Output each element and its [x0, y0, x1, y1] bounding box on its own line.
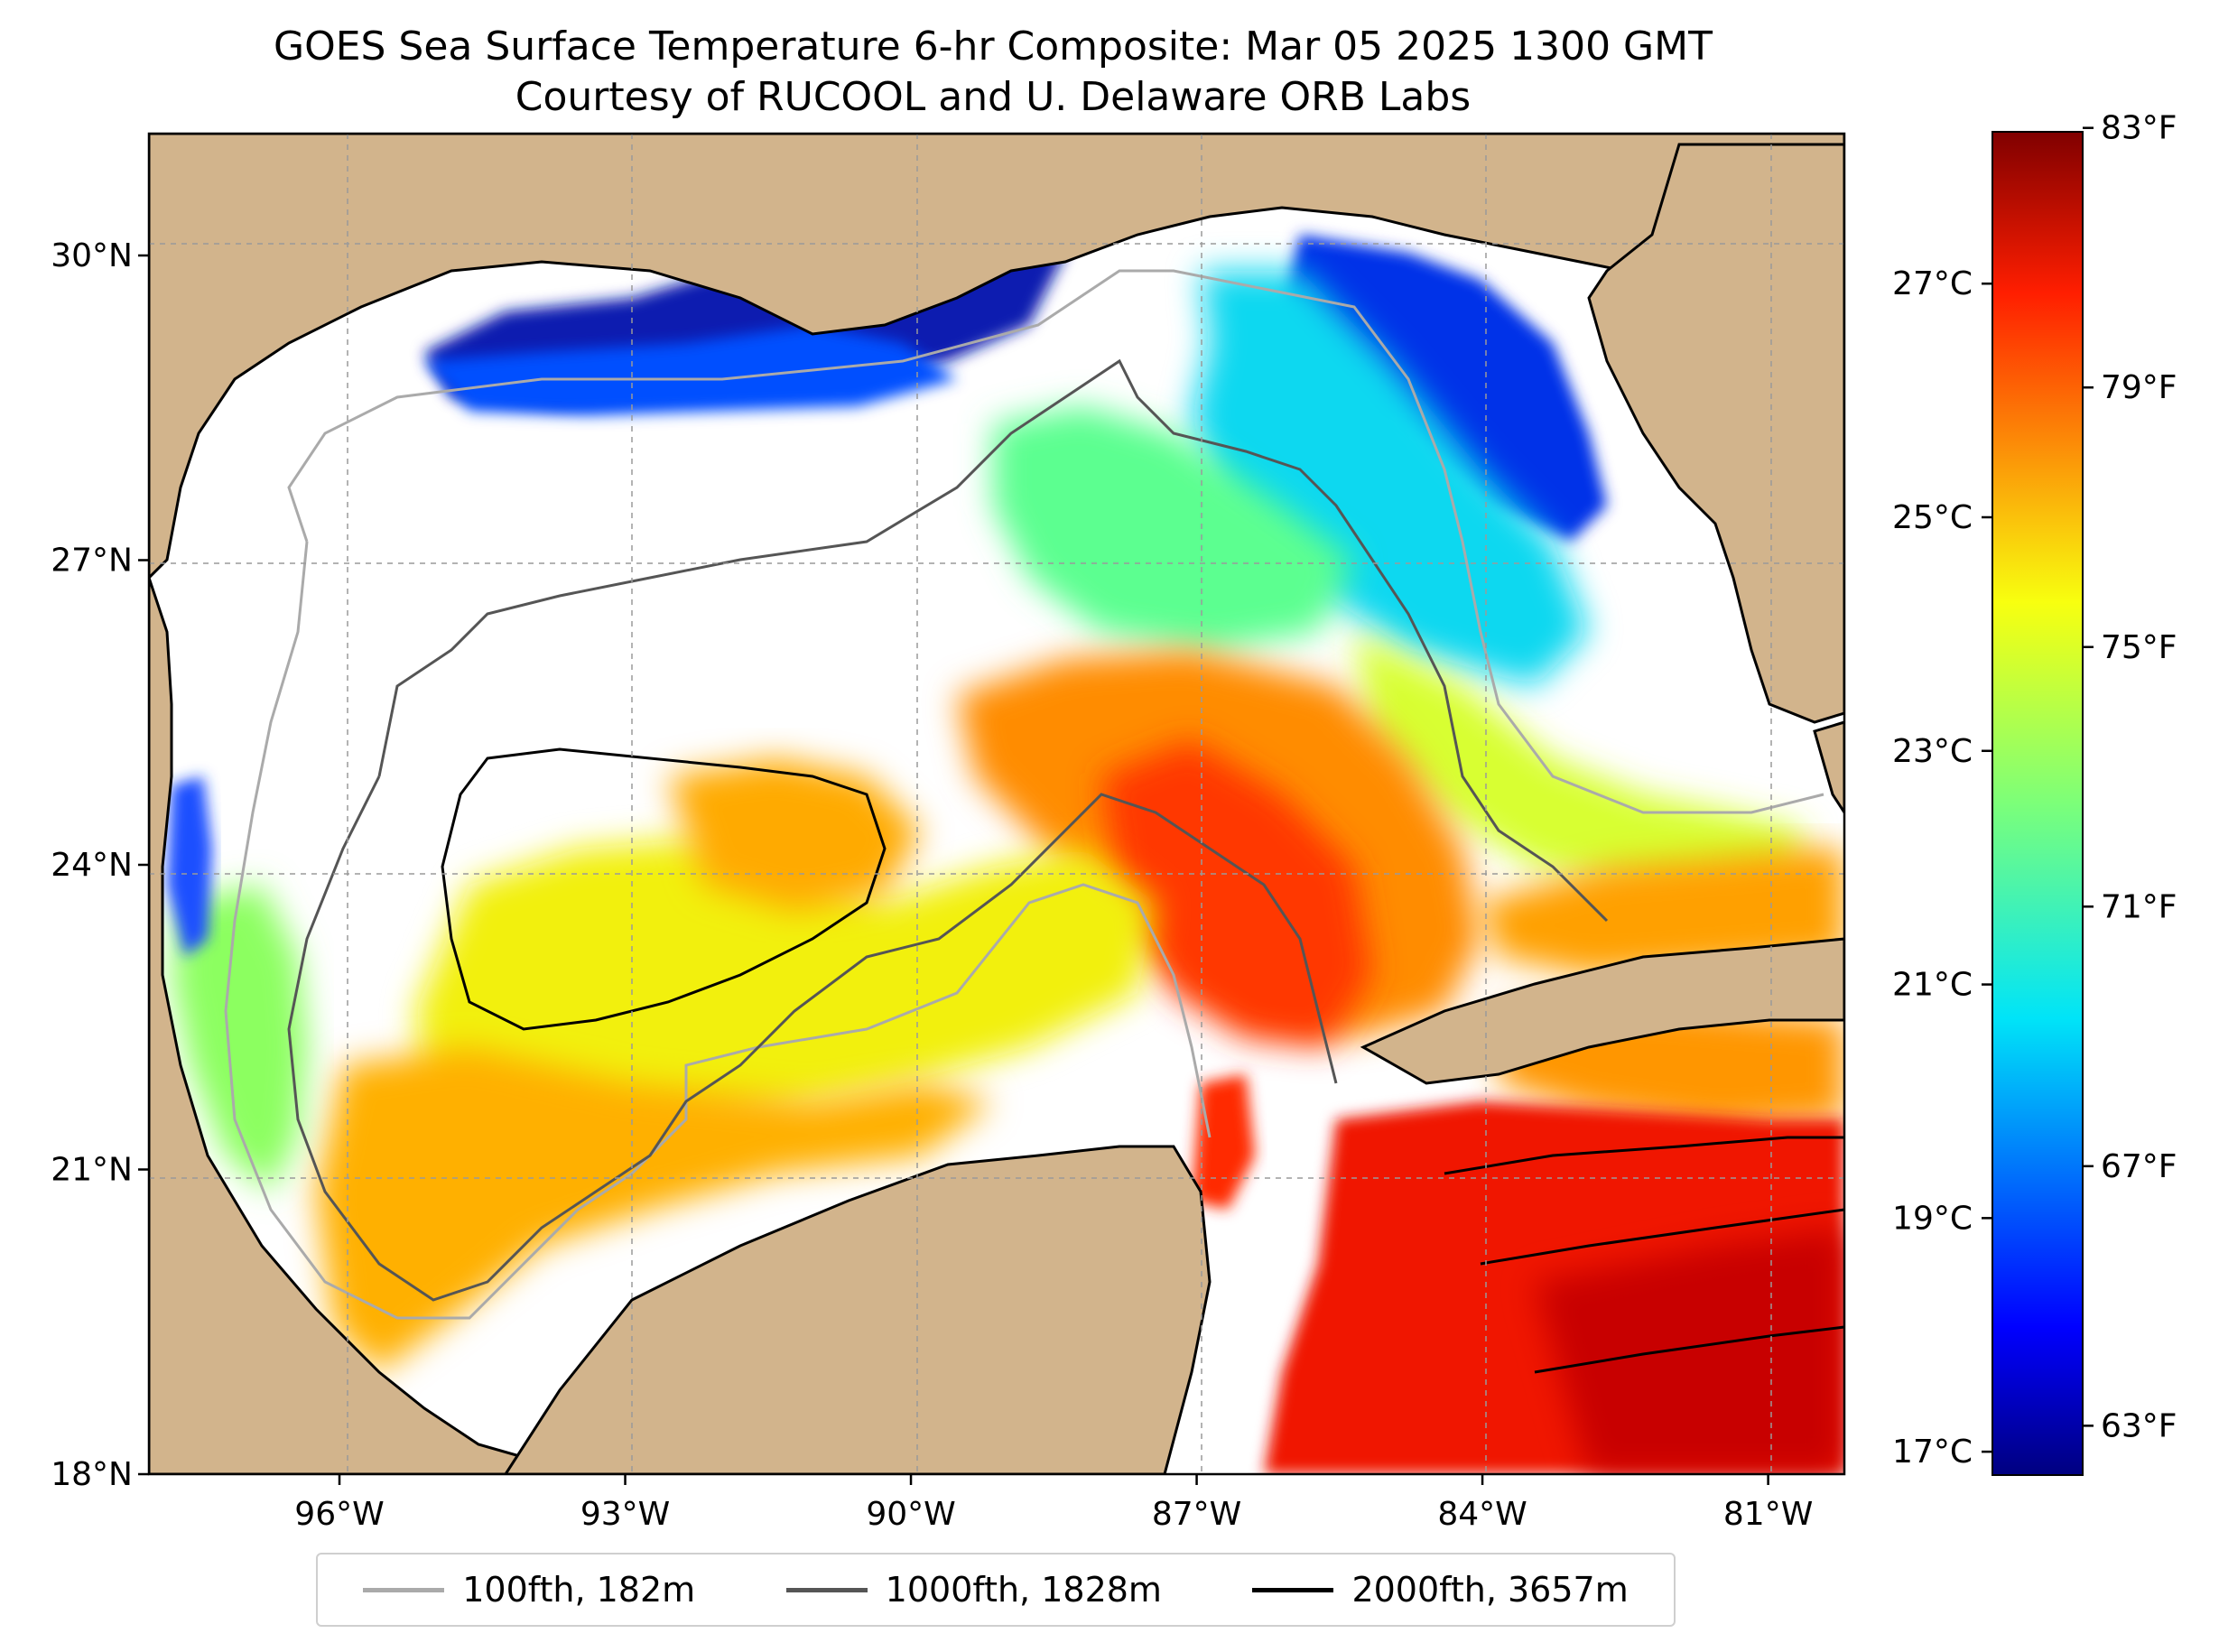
celsius-tick-label: 25°C	[1892, 499, 1973, 536]
sst-loop-current-red	[1101, 740, 1372, 1047]
legend-item: 100fth, 182m	[363, 1570, 695, 1610]
legend-label: 2000fth, 3657m	[1351, 1570, 1629, 1610]
lat-tick-label: 30°N	[51, 237, 133, 274]
lon-tick-label: 81°W	[1723, 1496, 1813, 1533]
sst-blue-north-shelf	[424, 325, 957, 415]
map-frame	[147, 132, 1846, 1476]
colorbar-celsius-axis: 17°C 19°C 21°C 23°C 25°C 27°C	[1892, 265, 1992, 1471]
sst-florida-straits	[1481, 849, 1844, 975]
contour-1000fth	[377, 358, 1609, 923]
sst-west-green	[172, 885, 307, 1192]
land-yucatan	[504, 1145, 1212, 1474]
legend-label: 1000fth, 1828m	[885, 1570, 1162, 1610]
legend-line-swatch	[785, 1587, 868, 1592]
celsius-tick-label: 21°C	[1892, 967, 1973, 1004]
sst-northeast-cyan	[1192, 271, 1589, 686]
legend-item: 1000fth, 1828m	[785, 1570, 1162, 1610]
legend-line-swatch	[1252, 1587, 1334, 1592]
sst-mid-green	[993, 406, 1354, 650]
sst-west-florida-yellow	[1354, 632, 1806, 894]
celsius-tick-label: 19°C	[1892, 1200, 1973, 1237]
contour-100fth	[287, 269, 1824, 814]
sst-west-coast-blue	[167, 776, 212, 957]
colorbar: 17°C 19°C 21°C 23°C 25°C 27°C 63°F 67°F 71°F 75°…	[1892, 110, 2177, 1476]
celsius-tick-label: 17°C	[1892, 1434, 1973, 1471]
land-bahamas-edge	[1813, 720, 1844, 815]
legend-label: 100fth, 182m	[462, 1570, 696, 1610]
lat-tick-label: 27°N	[51, 543, 133, 580]
fahrenheit-tick-label: 71°F	[2101, 888, 2177, 925]
colorbar-gradient	[1992, 131, 2084, 1476]
legend-line-swatch	[363, 1587, 445, 1592]
colorbar-fahrenheit-axis: 63°F 67°F 71°F 75°F 79°F 83°F	[2083, 110, 2177, 1444]
lon-tick-label: 90°W	[866, 1496, 955, 1533]
sst-caribbean-dark-red	[1535, 1228, 1844, 1474]
sst-northeast-blue	[1282, 235, 1607, 542]
lon-tick-label: 87°W	[1152, 1496, 1241, 1533]
sst-southwest-orange	[316, 1047, 993, 1372]
title-line-2: Courtesy of RUCOOL and U. Delaware ORB L…	[515, 74, 1472, 120]
fahrenheit-tick-label: 83°F	[2101, 110, 2177, 147]
celsius-tick-label: 23°C	[1892, 733, 1973, 770]
contour-1000fth-west	[287, 775, 1338, 1302]
fahrenheit-tick-label: 75°F	[2101, 629, 2177, 666]
contour-legend: 100fth, 182m 1000fth, 1828m 2000fth, 3657m	[316, 1553, 1676, 1627]
lat-tick-label: 21°N	[51, 1152, 133, 1189]
map-title: GOES Sea Surface Temperature 6-hr Compos…	[144, 22, 1842, 123]
latitude-axis: 18°N 21°N 24°N 27°N 30°N	[51, 237, 149, 1493]
gridlines	[149, 134, 1844, 1474]
sst-yucatan-channel-red	[1192, 1074, 1255, 1210]
contour-2000fth	[441, 747, 887, 1031]
fahrenheit-tick-label: 79°F	[2101, 369, 2177, 406]
lon-tick-label: 93°W	[580, 1496, 670, 1533]
title-line-1: GOES Sea Surface Temperature 6-hr Compos…	[273, 23, 1713, 70]
longitude-axis: 96°W 93°W 90°W 87°W 84°W 81°W	[294, 1474, 1813, 1533]
map-area	[149, 134, 1844, 1474]
lon-tick-label: 96°W	[294, 1496, 384, 1533]
land-masses	[149, 134, 1844, 1474]
fahrenheit-tick-label: 63°F	[2101, 1407, 2177, 1444]
celsius-tick-label: 27°C	[1892, 265, 1973, 302]
lat-tick-label: 18°N	[51, 1456, 133, 1493]
lat-tick-label: 24°N	[51, 847, 133, 884]
land-cuba	[1360, 937, 1844, 1085]
legend-item: 2000fth, 3657m	[1252, 1570, 1629, 1610]
lon-tick-label: 84°W	[1437, 1496, 1527, 1533]
bathymetry-contours	[224, 269, 1844, 1374]
contour-100fth-west	[224, 541, 1212, 1320]
land-florida	[1587, 143, 1844, 724]
fahrenheit-tick-label: 67°F	[2101, 1148, 2177, 1185]
contour-2000fth-caribbean	[1444, 1136, 1844, 1374]
